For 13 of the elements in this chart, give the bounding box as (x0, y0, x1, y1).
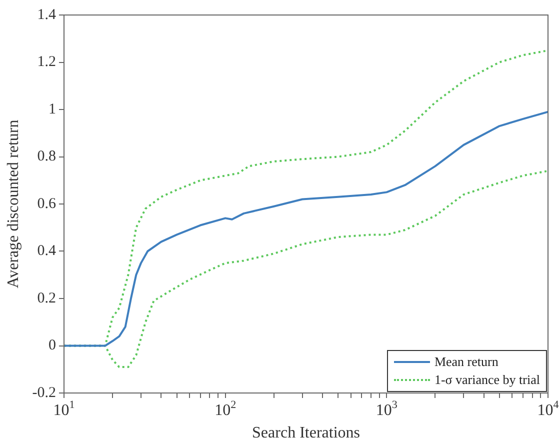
y-tick-label: 0.2 (37, 290, 56, 306)
y-axis-title: Average discounted return (4, 120, 22, 288)
y-tick-label: -0.2 (32, 384, 56, 401)
legend-label: Mean return (434, 353, 498, 371)
y-tick-label: 0.8 (37, 148, 56, 165)
y-tick-label: 0.4 (37, 243, 56, 260)
y-tick-label: 1.4 (37, 6, 56, 23)
y-tick-label: 0.6 (37, 196, 56, 212)
y-tick-label: 1.2 (37, 54, 56, 70)
x-axis-title: Search Iterations (252, 424, 360, 442)
y-tick-label: 0 (48, 338, 56, 354)
y-tick-label: 1 (48, 101, 56, 118)
legend-label: 1-σ variance by trial (434, 371, 540, 389)
